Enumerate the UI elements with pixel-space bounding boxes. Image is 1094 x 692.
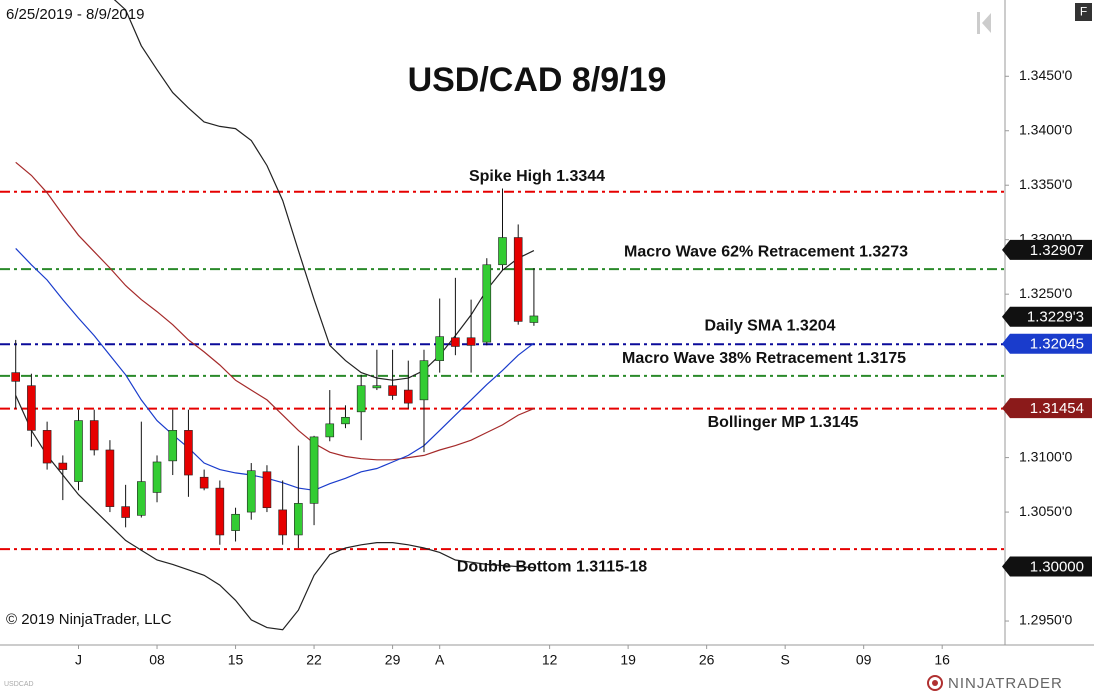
- candle-body: [184, 430, 193, 476]
- candle-body: [74, 420, 83, 482]
- level-annotation: Bollinger MP 1.3145: [708, 414, 859, 431]
- candle-body: [121, 506, 130, 518]
- candle-body: [246, 470, 256, 513]
- price-label: 1.32045: [1030, 336, 1084, 353]
- candle-body: [11, 372, 21, 382]
- candle-body: [294, 503, 303, 536]
- price-label-box: [1002, 556, 1092, 577]
- x-tick-label: 09: [856, 652, 872, 668]
- price-label-box: [1002, 398, 1092, 419]
- indicator-line: [15, 395, 534, 631]
- collapse-icon[interactable]: [977, 12, 991, 34]
- candle-body: [403, 389, 413, 404]
- candle-body: [231, 513, 240, 531]
- y-tick-label: 1.3400'0: [1019, 121, 1072, 137]
- candle-body: [325, 423, 335, 438]
- candle-body: [388, 385, 397, 396]
- x-tick-label: 16: [934, 652, 950, 668]
- x-tick-label: A: [435, 652, 445, 668]
- candle-body: [309, 436, 319, 504]
- x-tick-label: 15: [228, 652, 244, 668]
- candle-body: [513, 237, 523, 322]
- candle-body: [215, 487, 225, 536]
- candle-body: [58, 462, 68, 470]
- candle-body: [372, 385, 382, 389]
- level-annotation: Double Bottom 1.3115-18: [457, 558, 647, 575]
- y-tick-label: 1.2950'0: [1019, 612, 1072, 628]
- candle-body: [105, 449, 115, 507]
- symbol: USDCAD: [4, 681, 34, 688]
- corner-button[interactable]: F: [1080, 5, 1087, 19]
- level-annotation: Spike High 1.3344: [469, 168, 605, 185]
- candle-body: [152, 461, 162, 493]
- x-tick-label: 26: [699, 652, 715, 668]
- price-label: 1.3229'3: [1027, 309, 1084, 326]
- chart-title: USD/CAD 8/9/19: [408, 61, 667, 99]
- copyright: © 2019 NinjaTrader, LLC: [6, 611, 172, 628]
- y-tick-label: 1.3450'0: [1019, 67, 1072, 83]
- candle-body: [435, 336, 444, 361]
- level-annotation: Macro Wave 62% Retracement 1.3273: [624, 243, 908, 260]
- x-tick-label: 08: [149, 652, 165, 668]
- candle-body: [89, 420, 99, 451]
- x-tick-label: J: [75, 652, 82, 668]
- corner-button-bg[interactable]: [1075, 3, 1092, 21]
- x-tick-label: 12: [542, 652, 558, 668]
- candle-body: [168, 430, 178, 462]
- price-label: 1.30000: [1030, 559, 1084, 576]
- price-label-box: [1002, 306, 1092, 327]
- candle-body: [451, 337, 460, 347]
- x-tick-label: 19: [620, 652, 636, 668]
- indicator-line: [15, 247, 535, 491]
- price-label-box: [1002, 333, 1092, 354]
- y-tick-label: 1.3350'0: [1019, 176, 1072, 192]
- plot-area: [0, 0, 1005, 631]
- x-tick-label: 22: [306, 652, 322, 668]
- date-range: 6/25/2019 - 8/9/2019: [6, 6, 144, 23]
- candle-body: [482, 264, 492, 343]
- y-tick-label: 1.3050'0: [1019, 503, 1072, 519]
- x-tick-label: 29: [385, 652, 401, 668]
- candle-body: [529, 315, 539, 323]
- candle-body: [341, 416, 350, 425]
- candle-body: [199, 476, 209, 489]
- level-annotation: Macro Wave 38% Retracement 1.3175: [622, 350, 906, 367]
- level-annotation: Daily SMA 1.3204: [704, 318, 835, 335]
- candle-body: [262, 471, 272, 509]
- price-label: 1.31454: [1030, 400, 1084, 417]
- price-label-box: [1002, 239, 1092, 260]
- indicator-line: [113, 0, 535, 381]
- logo-icon: [927, 675, 943, 691]
- candle-body: [356, 385, 366, 413]
- x-tick-label: S: [780, 652, 789, 668]
- candle-body: [498, 237, 507, 266]
- y-tick-label: 1.3100'0: [1019, 448, 1072, 464]
- candle-body: [27, 385, 36, 431]
- logo: NINJATRADER: [948, 675, 1063, 692]
- price-label: 1.32907: [1030, 242, 1084, 259]
- candle-body: [137, 481, 146, 516]
- candle-body: [42, 430, 52, 464]
- indicator-line: [15, 161, 535, 461]
- candle-body: [466, 337, 476, 346]
- candle-body: [419, 360, 429, 401]
- y-tick-label: 1.3250'0: [1019, 285, 1072, 301]
- candle-body: [278, 509, 287, 536]
